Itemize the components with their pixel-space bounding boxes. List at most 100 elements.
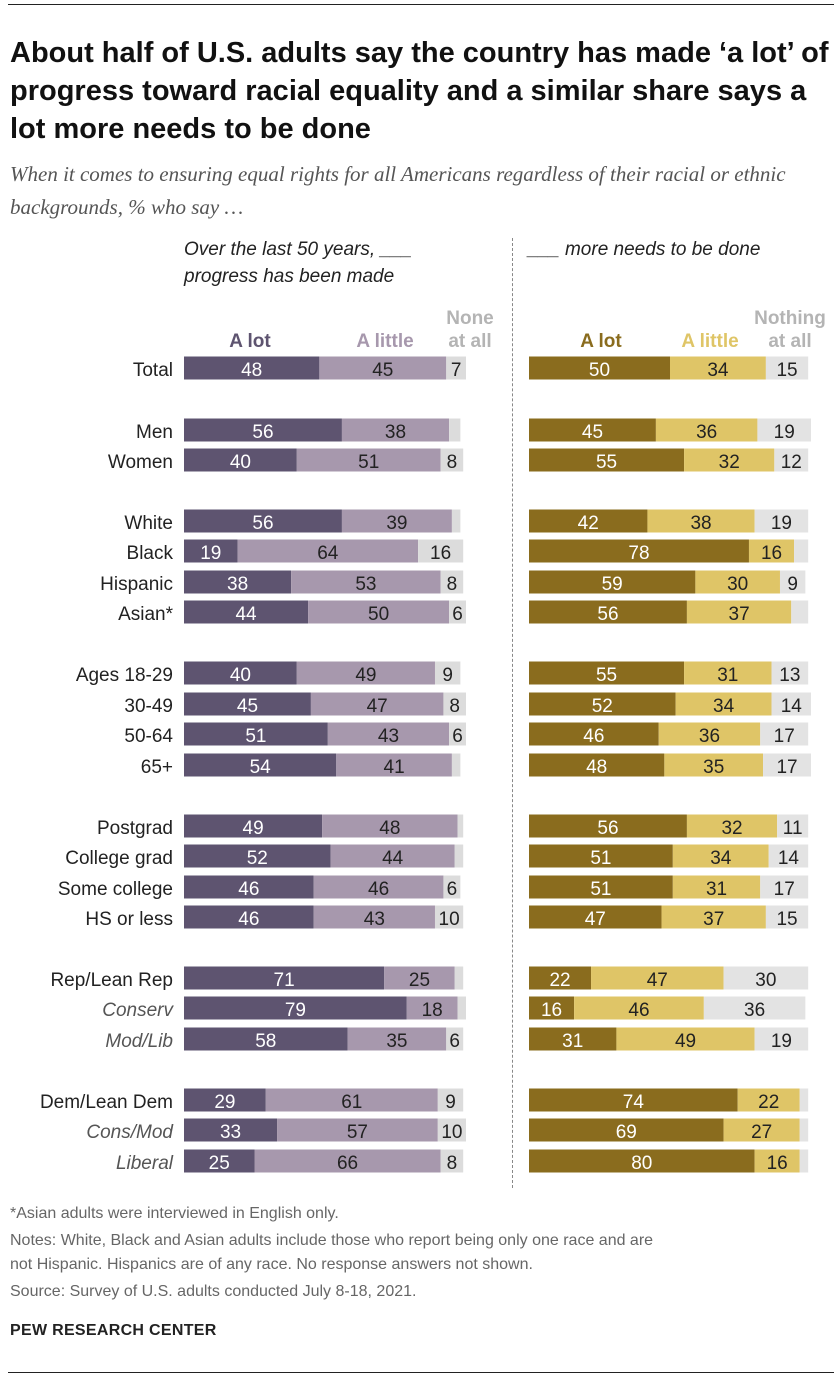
done-value-college-grad-nothing-at-all: 14 [778,848,800,869]
done-value-women-a-little: 32 [719,452,740,473]
done-bar-black-a-lot [529,539,749,563]
progress-bar-conserv-none-at-all [457,996,466,1020]
row-label-college-grad: College grad [65,848,173,869]
progress-bar-dem-lean-dem-none-at-all [437,1088,464,1112]
done-value-black-a-little: 16 [761,543,782,564]
done-bar-women-a-lot [529,448,685,472]
done-value-50-64-a-little: 36 [699,726,720,747]
progress-bar-hispanic-a-lot [184,570,292,594]
done-bar-conserv-a-lot [529,996,575,1020]
progress-bar-50-64-a-lot [184,722,328,746]
progress-bar-30-49-none-at-all [443,692,466,716]
progress-value-30-49-a-little: 47 [367,696,388,717]
progress-bar-some-college-a-lot [184,875,314,899]
done-value-rep-lean-rep-a-little: 47 [647,970,668,991]
progress-value-rep-lean-rep-a-little: 25 [409,970,430,991]
done-value-liberal-a-lot: 80 [631,1153,652,1174]
done-bar-65-a-lot [529,753,665,777]
progress-value-dem-lean-dem-none-at-all: 9 [445,1092,456,1113]
legend-done-nothing-line2: at all [768,331,811,352]
progress-bar-30-49-a-lot [184,692,311,716]
done-bar-dem-lean-dem-a-lot [529,1088,738,1112]
done-bar-women-nothing-at-all [774,448,809,472]
done-bar-65-a-little [664,753,764,777]
done-bar-asian-a-lot [529,600,687,624]
progress-value-ages-18-29-a-lot: 40 [230,665,251,686]
row-label-men: Men [136,422,173,443]
row-label-postgrad: Postgrad [97,818,173,839]
progress-value-total-none-at-all: 7 [451,360,462,381]
done-value-65-a-little: 35 [703,757,724,778]
progress-bar-some-college-none-at-all [443,875,461,899]
row-label-some-college: Some college [58,879,173,900]
progress-bar-women-a-little [296,448,441,472]
done-value-total-a-little: 34 [707,360,729,381]
done-bar-white-a-lot [529,509,648,533]
legend-progress-a-lot: A lot [229,331,271,352]
row-label-white: White [124,513,173,534]
done-bar-30-49-a-little [675,692,772,716]
done-value-asian-a-lot: 56 [597,604,618,625]
done-value-black-a-lot: 78 [628,543,649,564]
progress-value-rep-lean-rep-a-lot: 71 [274,970,295,991]
done-bar-some-college-nothing-at-all [760,875,809,899]
legend-right: A lot A little Nothing at all [580,308,826,352]
progress-bar-men-a-lot [184,418,342,442]
progress-value-asian-none-at-all: 6 [452,604,463,625]
progress-value-ages-18-29-none-at-all: 9 [442,665,453,686]
done-value-men-a-little: 36 [696,422,717,443]
done-bar-asian-a-little [686,600,792,624]
progress-bar-postgrad-a-little [322,814,458,838]
progress-value-postgrad-a-little: 48 [379,818,400,839]
progress-bar-men-none-at-all [449,418,461,442]
row-label-50-64: 50-64 [124,726,173,747]
done-bar-mod-lib-nothing-at-all [754,1027,809,1051]
done-value-some-college-a-lot: 51 [590,879,611,900]
done-bar-ages-18-29-a-little [684,661,772,685]
done-value-mod-lib-a-lot: 31 [562,1031,583,1052]
done-bar-hispanic-a-lot [529,570,696,594]
row-label-liberal: Liberal [116,1153,174,1174]
progress-bar-college-grad-a-lot [184,844,331,868]
done-value-liberal-a-little: 16 [767,1153,788,1174]
legend-progress-none-line1: None [446,308,494,329]
progress-value-ages-18-29-a-little: 49 [355,665,376,686]
progress-bar-women-a-lot [184,448,297,472]
done-value-college-grad-a-lot: 51 [590,848,611,869]
done-value-hispanic-a-little: 30 [727,574,748,595]
progress-bar-asian-none-at-all [449,600,466,624]
done-value-50-64-nothing-at-all: 17 [774,726,795,747]
done-value-hs-or-less-nothing-at-all: 15 [776,909,797,930]
panel-divider [512,238,513,1188]
progress-bar-mod-lib-a-lot [184,1027,348,1051]
stacked-bar-chart: A lot A little None at all A lot A littl… [40,308,826,1174]
done-value-50-64-a-lot: 46 [583,726,604,747]
progress-value-mod-lib-a-lot: 58 [255,1031,276,1052]
row-label-women: Women [108,452,173,473]
progress-value-some-college-a-lot: 46 [238,879,259,900]
progress-value-asian-a-lot: 44 [235,604,257,625]
progress-bar-total-a-lot [184,356,320,380]
row-label-65: 65+ [141,757,173,778]
progress-value-mod-lib-none-at-all: 6 [449,1031,460,1052]
done-value-conserv-a-lot: 16 [541,1000,562,1021]
right-panel-header: ___ more needs to be done [528,239,761,260]
progress-bar-white-a-lot [184,509,342,533]
done-bar-liberal-a-little [754,1149,800,1173]
legend-left: A lot A little None at all [229,308,494,352]
done-bar-black-a-little [748,539,795,563]
progress-bar-dem-lean-dem-a-little [265,1088,438,1112]
progress-bar-hispanic-none-at-all [440,570,464,594]
progress-bar-asian-a-little [308,600,450,624]
done-value-hispanic-a-lot: 59 [602,574,623,595]
row-label-black: Black [127,543,174,564]
chart-title: About half of U.S. adults say the countr… [10,37,829,145]
done-bar-ages-18-29-a-lot [529,661,685,685]
progress-value-hs-or-less-none-at-all: 10 [439,909,460,930]
row-label-asian: Asian* [118,604,174,625]
done-bar-black-nothing-at-all [794,539,809,563]
progress-bar-dem-lean-dem-a-lot [184,1088,266,1112]
done-value-mod-lib-nothing-at-all: 19 [771,1031,792,1052]
done-bar-mod-lib-a-little [616,1027,755,1051]
progress-value-30-49-none-at-all: 8 [449,696,460,717]
